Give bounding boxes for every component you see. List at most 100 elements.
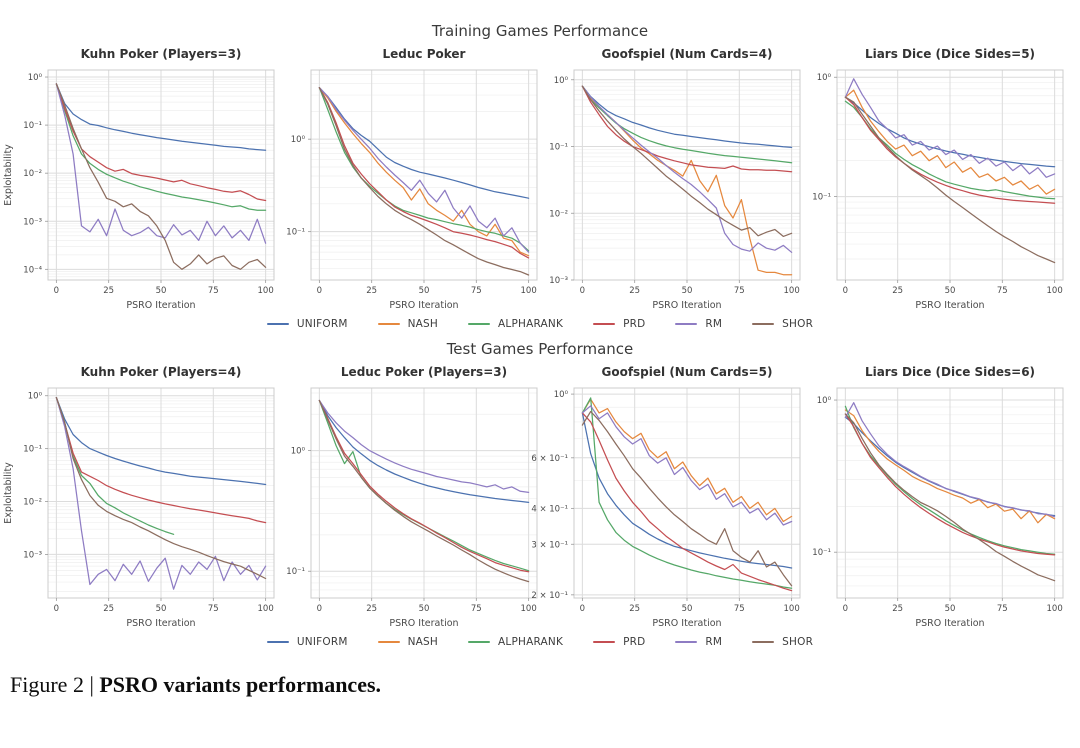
legend-item-nash: NASH [377, 318, 439, 330]
y-tick-label: 10⁰ [554, 76, 569, 86]
x-tick-label: 50 [419, 604, 430, 614]
legend-line-swatch [593, 641, 616, 643]
x-tick-label: 100 [521, 604, 537, 614]
y-tick-label: 10⁰ [817, 73, 832, 83]
series-line-uniform [581, 85, 793, 149]
legend-item-prd: PRD [593, 636, 645, 648]
y-axis-label: Exploitability [3, 144, 14, 206]
x-tick-label: 0 [843, 604, 848, 614]
series-line-rm [581, 405, 793, 526]
series-line-shor [844, 96, 1056, 264]
x-tick-label: 25 [366, 604, 377, 614]
x-tick-label: 100 [258, 604, 274, 614]
x-tick-label: 25 [629, 604, 640, 614]
legend-line-swatch [377, 323, 400, 325]
y-tick-label: 10⁻¹ [812, 193, 831, 203]
plot-leduc-poker-players-3: 0 25 50 75 100 10⁰ 10⁻¹ Leduc Poker (Players=3)… [286, 365, 538, 629]
y-tick-label: 10⁻¹ [812, 548, 831, 558]
series-line-prd [55, 396, 267, 524]
series-line-rm [844, 78, 1056, 178]
x-tick-label: 50 [156, 286, 167, 296]
series-line-shor [318, 87, 530, 276]
legend-item-alpharank: ALPHARANK [468, 318, 563, 330]
panel-title: Leduc Poker (Players=3) [341, 365, 507, 379]
charts-row-1: Exploitability 0 25 50 75 100 10⁰ 10⁻¹ 10⁻² 10⁻³ K… [3, 365, 1064, 629]
series-line-prd [581, 85, 793, 173]
x-tick-label: 0 [843, 286, 848, 296]
series-line-prd [318, 399, 530, 573]
series-line-nash [581, 398, 793, 523]
x-tick-label: 50 [682, 604, 693, 614]
series-line-alpharank [55, 83, 267, 211]
x-tick-label: 25 [366, 286, 377, 296]
y-tick-label: 10⁰ [28, 73, 43, 83]
legend-line-swatch [266, 323, 289, 325]
x-tick-label: 25 [103, 286, 114, 296]
plot-kuhn-poker-players-3: 0 25 50 75 100 10⁰ 10⁻¹ 10⁻² 10⁻³ 10⁻⁴ Kuhn Poker … [23, 47, 275, 311]
legend-line-swatch [377, 641, 400, 643]
series-line-prd [844, 413, 1056, 556]
x-tick-label: 75 [997, 604, 1008, 614]
panel-title: Kuhn Poker (Players=3) [81, 47, 242, 61]
legend-label: SHOR [782, 318, 814, 330]
x-tick-label: 50 [945, 604, 956, 614]
y-tick-label: 10⁻¹ [549, 143, 568, 153]
series-line-alpharank [581, 397, 793, 589]
y-tick-label: 10⁻¹ [286, 228, 305, 238]
y-tick-label: 10⁻⁴ [23, 265, 42, 275]
legend-line-swatch [266, 641, 289, 643]
y-tick-label: 3 × 10⁻¹ [531, 540, 568, 550]
legend-item-shor: SHOR [752, 318, 813, 330]
panel-title: Liars Dice (Dice Sides=5) [865, 47, 1035, 61]
plot-goofspiel-num-cards-5: 0 25 50 75 100 10⁰ 6 × 10⁻¹ 4 × 10⁻¹ 3 × 10⁻¹ 2 ×… [531, 365, 801, 629]
series-line-rm [581, 85, 793, 253]
x-tick-label: 0 [580, 286, 585, 296]
series-line-nash [844, 89, 1056, 195]
series-line-alpharank [55, 396, 175, 535]
y-tick-label: 2 × 10⁻¹ [531, 591, 568, 601]
legend-label: SHOR [782, 636, 814, 648]
legend-item-alpharank: ALPHARANK [468, 636, 563, 648]
series-line-shor [318, 399, 530, 583]
x-tick-label: 100 [784, 604, 800, 614]
plot-goofspiel-num-cards-4: 0 25 50 75 100 10⁰ 10⁻¹ 10⁻² 10⁻³ Goofspiel (Num … [549, 47, 801, 311]
legend-row-1: UNIFORM NASH ALPHARANK PRD RM SHOR [0, 632, 1080, 652]
x-tick-label: 25 [892, 604, 903, 614]
panel-title: Goofspiel (Num Cards=5) [601, 365, 772, 379]
x-axis-label: PSRO Iteration [389, 300, 458, 311]
legend-label: UNIFORM [296, 318, 348, 330]
series-line-rm [318, 87, 530, 253]
y-tick-label: 10⁻¹ [23, 445, 42, 455]
x-tick-label: 0 [54, 286, 59, 296]
panel-title: Liars Dice (Dice Sides=6) [865, 365, 1035, 379]
y-tick-label: 10⁻³ [23, 550, 42, 560]
x-tick-label: 100 [258, 286, 274, 296]
legend-item-shor: SHOR [752, 636, 813, 648]
x-tick-label: 75 [208, 604, 219, 614]
legend-item-rm: RM [675, 636, 722, 648]
series-line-nash [844, 409, 1056, 524]
legend-label: ALPHARANK [498, 636, 564, 648]
y-tick-label: 4 × 10⁻¹ [531, 504, 568, 514]
y-tick-label: 10⁰ [28, 392, 43, 402]
x-axis-label: PSRO Iteration [126, 618, 195, 629]
panel-title: Leduc Poker [383, 47, 466, 61]
y-tick-label: 10⁻³ [23, 217, 42, 227]
y-tick-label: 6 × 10⁻¹ [531, 454, 568, 464]
series-line-prd [55, 83, 267, 202]
legend-line-swatch [752, 323, 775, 325]
y-tick-label: 10⁻² [23, 169, 42, 179]
y-tick-label: 10⁻³ [549, 276, 568, 286]
legend-label: NASH [407, 636, 439, 648]
x-tick-label: 75 [208, 286, 219, 296]
x-axis-label: PSRO Iteration [652, 618, 721, 629]
series-line-uniform [55, 396, 267, 486]
plot-liars-dice-dice-sides-5: 0 25 50 75 100 10⁰ 10⁻¹ Liars Dice (Dice Sides=… [812, 47, 1064, 311]
x-tick-label: 50 [945, 286, 956, 296]
x-tick-label: 75 [734, 604, 745, 614]
legend-label: NASH [407, 318, 439, 330]
y-tick-label: 10⁰ [817, 396, 832, 406]
series-line-nash [318, 87, 530, 257]
x-tick-label: 100 [784, 286, 800, 296]
series-line-uniform [318, 399, 530, 504]
